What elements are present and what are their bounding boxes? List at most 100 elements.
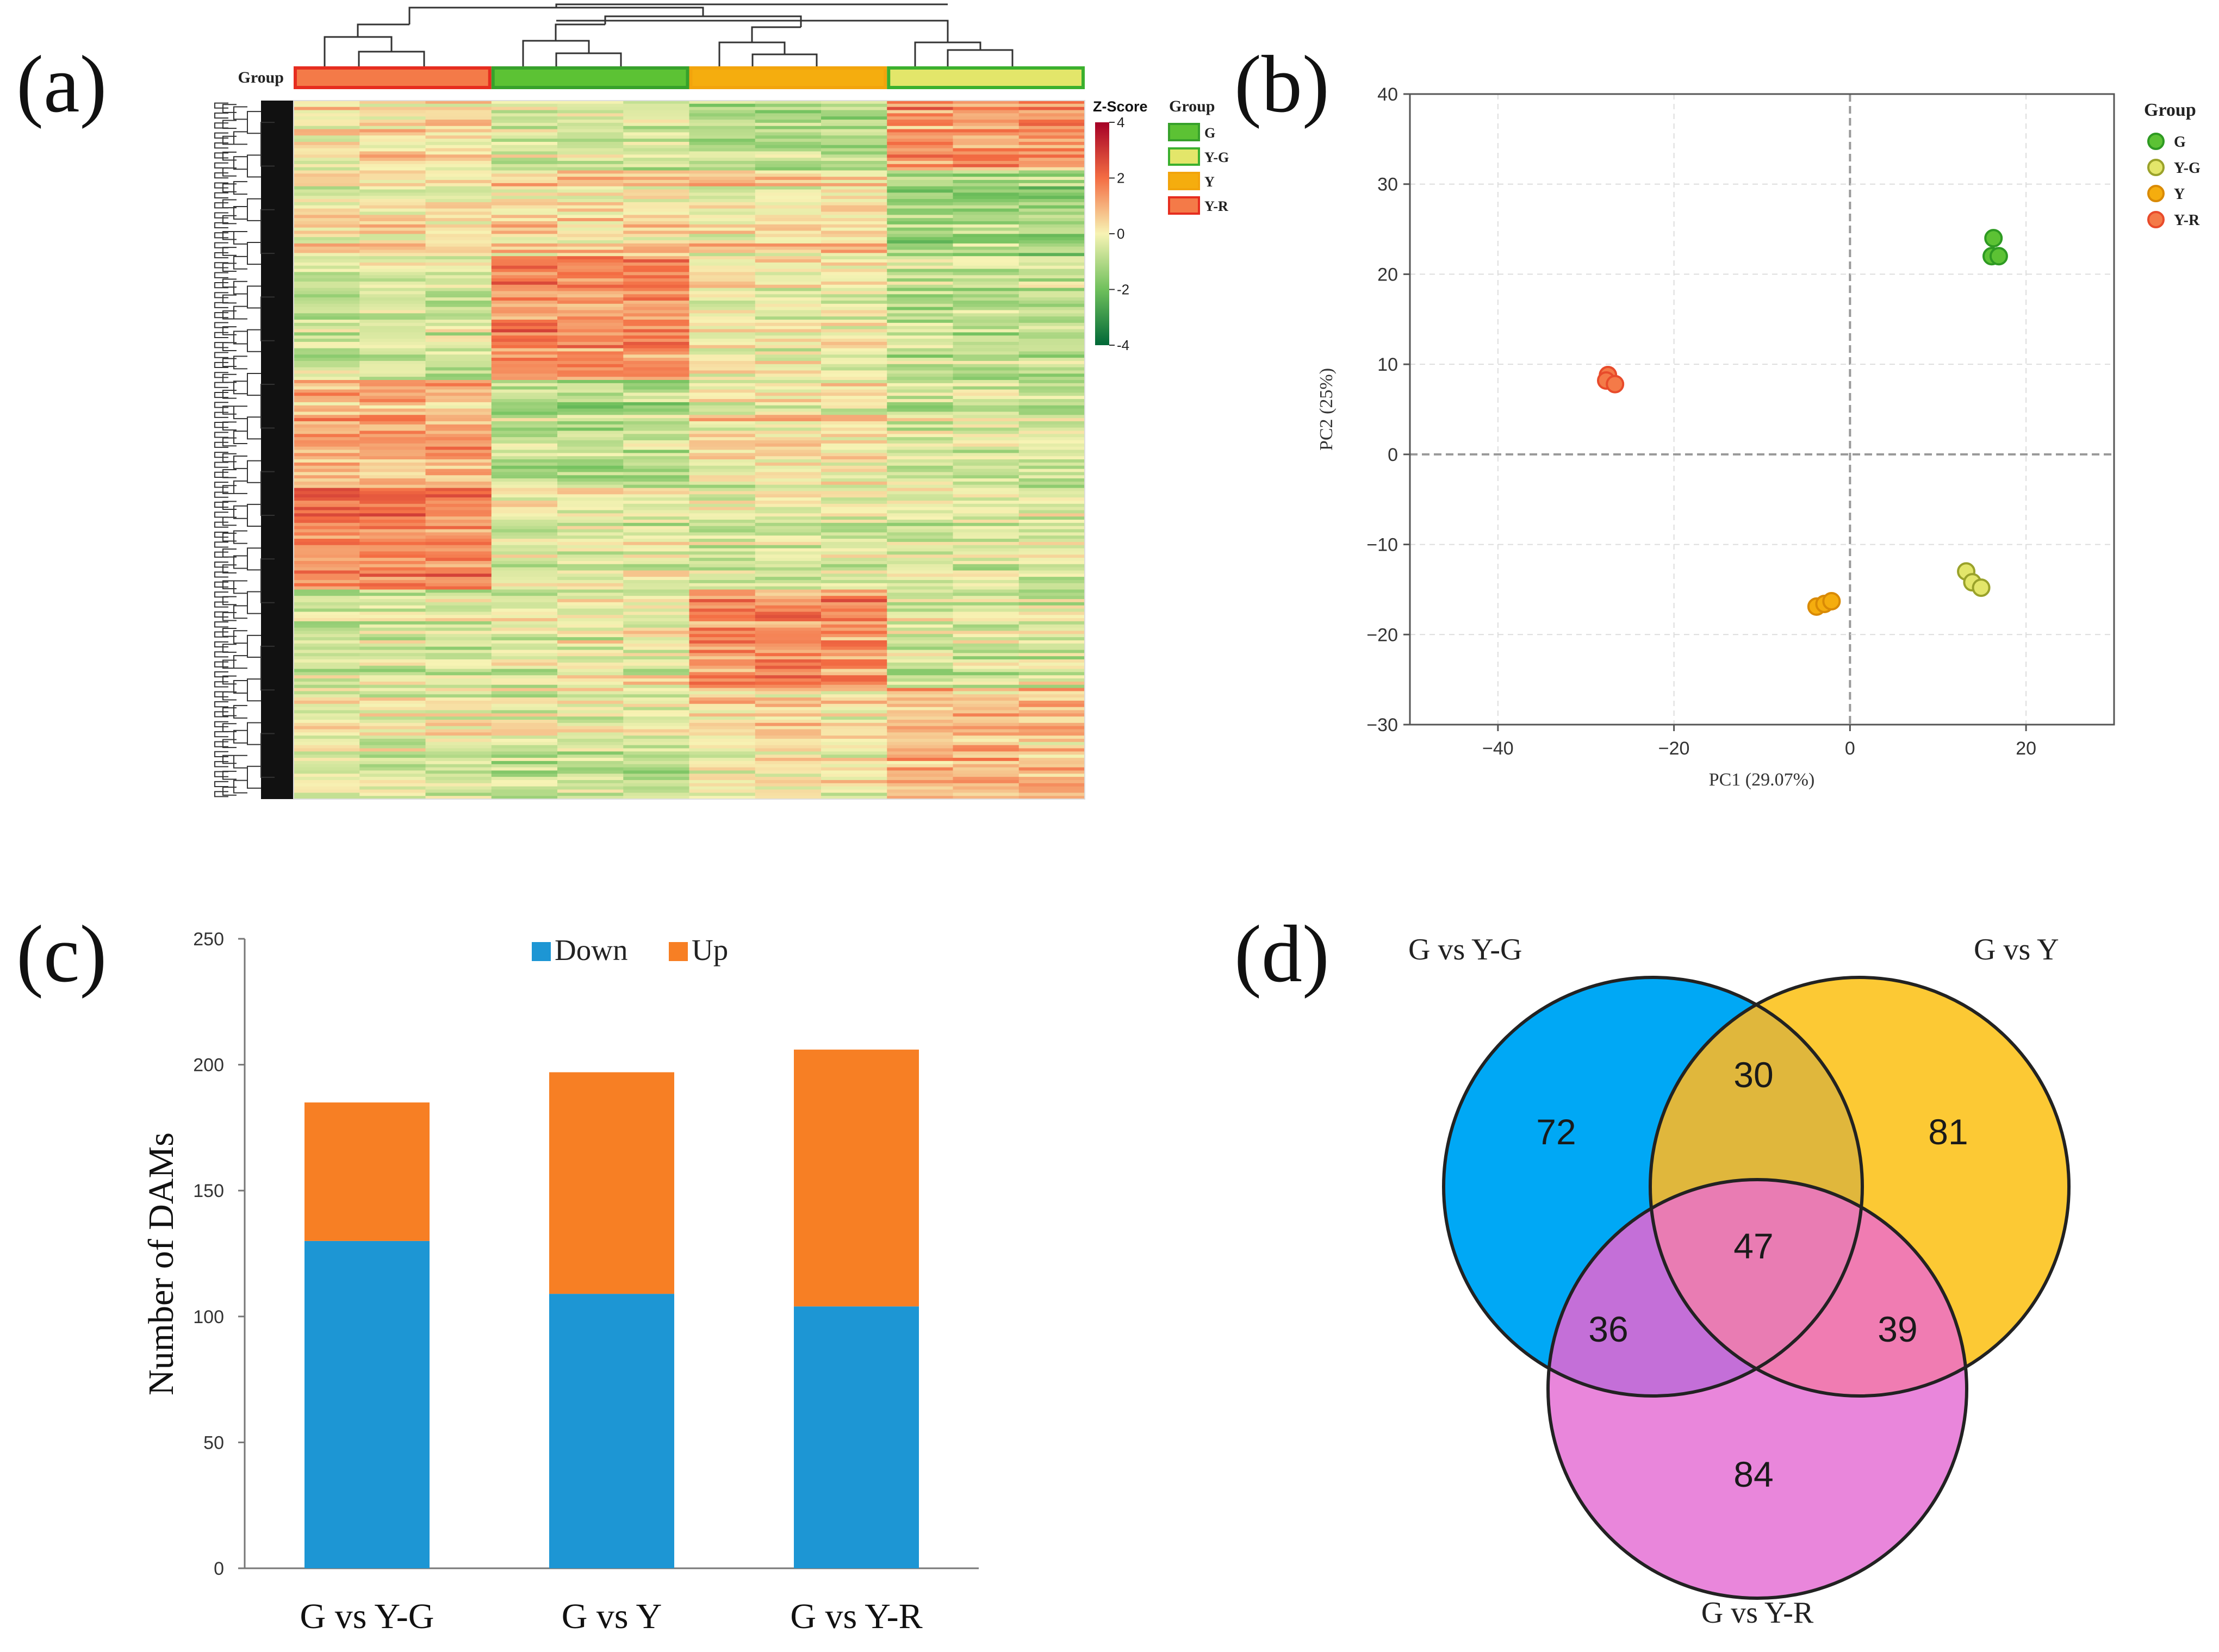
- heatmap-cell: [821, 354, 887, 358]
- heatmap-cell: [425, 793, 492, 796]
- heatmap-cell: [953, 297, 1020, 301]
- heatmap-cell: [1018, 760, 1085, 765]
- heatmap-cell: [623, 399, 690, 403]
- heatmap-cell: [557, 694, 624, 698]
- heatmap-cell: [887, 551, 954, 555]
- heatmap-cell: [557, 341, 624, 346]
- heatmap-cell: [821, 545, 887, 549]
- heatmap-cell: [491, 691, 558, 695]
- heatmap-cell: [887, 503, 954, 508]
- heatmap-cell: [425, 160, 492, 165]
- heatmap-cell: [689, 739, 756, 743]
- heatmap-cell: [425, 786, 492, 790]
- heatmap-cell: [887, 443, 954, 447]
- heatmap-cell: [623, 732, 690, 736]
- heatmap-cell: [359, 237, 426, 241]
- heatmap-cell: [557, 631, 624, 634]
- heatmap-cell: [689, 665, 756, 670]
- heatmap-cell: [294, 234, 360, 238]
- heatmap-cell: [1018, 481, 1085, 485]
- heatmap-cell: [821, 560, 887, 565]
- heatmap-cell: [821, 294, 887, 298]
- heatmap-cell: [821, 259, 887, 263]
- heatmap-cell: [557, 294, 624, 298]
- heatmap-cell: [689, 488, 756, 492]
- heatmap-cell: [887, 716, 954, 720]
- heatmap-cell: [1018, 672, 1085, 676]
- heatmap-cell: [755, 300, 822, 304]
- heatmap-cell: [294, 570, 360, 574]
- heatmap-cell: [1018, 341, 1085, 346]
- heatmap-cell: [887, 141, 954, 146]
- heatmap-cell: [689, 507, 756, 511]
- heatmap-cell: [689, 237, 756, 241]
- heatmap-cell: [887, 593, 954, 596]
- heatmap-cell: [755, 469, 822, 472]
- heatmap-cell: [359, 488, 426, 492]
- heatmap-cell: [425, 158, 492, 161]
- heatmap-cell: [294, 586, 360, 590]
- heatmap-cell: [491, 135, 558, 139]
- heatmap-cell: [1018, 107, 1085, 111]
- heatmap-cell: [294, 446, 360, 451]
- heatmap-cell: [359, 427, 426, 432]
- heatmap-cell: [755, 589, 822, 593]
- heatmap-cell: [491, 507, 558, 511]
- heatmap-cell: [623, 748, 690, 752]
- heatmap-cell: [755, 627, 822, 632]
- heatmap-cell: [1018, 710, 1085, 714]
- heatmap-cell: [953, 551, 1020, 555]
- heatmap-cell: [425, 539, 492, 543]
- heatmap-cell: [821, 332, 887, 336]
- heatmap-cell: [821, 681, 887, 685]
- heatmap-cell: [425, 253, 492, 257]
- heatmap-cell: [294, 751, 360, 755]
- heatmap-cell: [953, 107, 1020, 111]
- heatmap-cell: [623, 520, 690, 523]
- heatmap-cell: [689, 284, 756, 289]
- heatmap-cell: [755, 313, 822, 317]
- heatmap-cell: [953, 383, 1020, 387]
- heatmap-cell: [557, 307, 624, 311]
- heatmap-cell: [953, 707, 1020, 711]
- heatmap-cell: [689, 243, 756, 247]
- heatmap-cell: [491, 272, 558, 276]
- heatmap-cell: [689, 621, 756, 625]
- heatmap-cell: [359, 300, 426, 304]
- heatmap-cell: [294, 170, 360, 174]
- heatmap-cell: [755, 259, 822, 263]
- heatmap-cell: [689, 684, 756, 689]
- heatmap-cell: [623, 294, 690, 298]
- heatmap-cell: [294, 554, 360, 558]
- heatmap-cell: [359, 221, 426, 225]
- heatmap-cell: [491, 329, 558, 333]
- pca-x-tick-label: 0: [1845, 738, 1855, 759]
- heatmap-cell: [821, 472, 887, 476]
- heatmap-cell: [425, 383, 492, 387]
- heatmap-cell: [294, 120, 360, 123]
- heatmap-cell: [425, 780, 492, 784]
- heatmap-cell: [1018, 586, 1085, 590]
- heatmap-cell: [953, 462, 1020, 466]
- heatmap-cell: [425, 364, 492, 368]
- heatmap-cell: [953, 529, 1020, 533]
- heatmap-cell: [491, 116, 558, 120]
- heatmap-cell: [689, 322, 756, 327]
- heatmap-cell: [359, 726, 426, 730]
- heatmap-cell: [623, 567, 690, 571]
- heatmap-cell: [425, 186, 492, 190]
- heatmap-cell: [425, 469, 492, 472]
- venn-set-c-label: G vs Y-R: [1701, 1596, 1814, 1630]
- heatmap-cell: [491, 456, 558, 460]
- heatmap-cell: [755, 183, 822, 187]
- heatmap-cell: [1018, 415, 1085, 419]
- heatmap-cell: [294, 758, 360, 762]
- heatmap-cell: [821, 558, 887, 562]
- heatmap-cell: [623, 389, 690, 393]
- heatmap-cell: [557, 177, 624, 180]
- heatmap-cell: [557, 230, 624, 234]
- heatmap-cell: [425, 303, 492, 308]
- heatmap-cell: [425, 396, 492, 400]
- heatmap-cell: [623, 758, 690, 762]
- heatmap-cell: [689, 719, 756, 724]
